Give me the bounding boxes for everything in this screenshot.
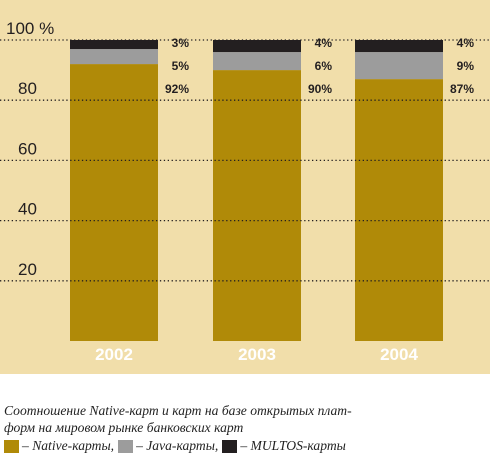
data-label-2004-native: 87%: [450, 82, 474, 96]
data-label-2002-multos: 3%: [172, 36, 190, 50]
legend-swatch-native: [4, 439, 19, 453]
legend-swatch-java: [118, 439, 134, 453]
bar-2002-series-2: [70, 40, 158, 50]
legend-label-multos: – MULTOS-карты: [240, 438, 346, 453]
legend-swatch-multos: [222, 439, 238, 453]
category-label-2003: 2003: [238, 345, 276, 364]
ytick-label-80: 80: [18, 79, 37, 98]
bar-2003-series-0: [213, 70, 301, 341]
data-label-2002-java: 5%: [172, 59, 190, 73]
data-label-2003-multos: 4%: [315, 36, 333, 50]
bar-2002-series-1: [70, 49, 158, 65]
ytick-label-100: 100 %: [6, 19, 54, 38]
legend: – Native-карты, – Java-карты, – MULTOS-к…: [4, 438, 350, 454]
category-label-2004: 2004: [380, 345, 418, 364]
data-label-2004-multos: 4%: [457, 36, 475, 50]
ytick-label-20: 20: [18, 260, 37, 279]
legend-item-multos: – MULTOS-карты: [222, 438, 346, 454]
data-label-2003-native: 90%: [308, 82, 332, 96]
stacked-bar-chart: 20 40 60 80 100 % 3% 5% 92% 4% 6% 90% 4% 9% 87% 2002 20…: [0, 19, 490, 364]
bar-2004-series-1: [355, 52, 443, 80]
data-label-2002-native: 92%: [165, 82, 189, 96]
data-label-2004-java: 9%: [457, 59, 475, 73]
bar-2003-series-1: [213, 52, 301, 71]
chart-caption: Соотношение Native-карт и карт на базе о…: [4, 402, 488, 436]
caption-line-1: Соотношение Native-карт и карт на базе о…: [4, 403, 352, 418]
legend-item-native: – Native-карты,: [4, 438, 114, 454]
caption-line-2: форм на мировом рынке банковских карт: [4, 420, 244, 435]
bar-2004-series-0: [355, 79, 443, 341]
category-label-2002: 2002: [95, 345, 133, 364]
bar-2002-series-0: [70, 64, 158, 341]
legend-label-java: – Java-карты,: [136, 438, 219, 453]
legend-label-native: – Native-карты,: [22, 438, 115, 453]
legend-item-java: – Java-карты,: [118, 438, 218, 454]
data-label-2003-java: 6%: [315, 59, 333, 73]
ytick-label-40: 40: [18, 200, 37, 219]
bar-2004-series-2: [355, 40, 443, 53]
bar-2003-series-2: [213, 40, 301, 53]
ytick-label-60: 60: [18, 139, 37, 158]
chart-panel: 20 40 60 80 100 % 3% 5% 92% 4% 6% 90% 4% 9% 87% 2002 20…: [0, 0, 490, 374]
